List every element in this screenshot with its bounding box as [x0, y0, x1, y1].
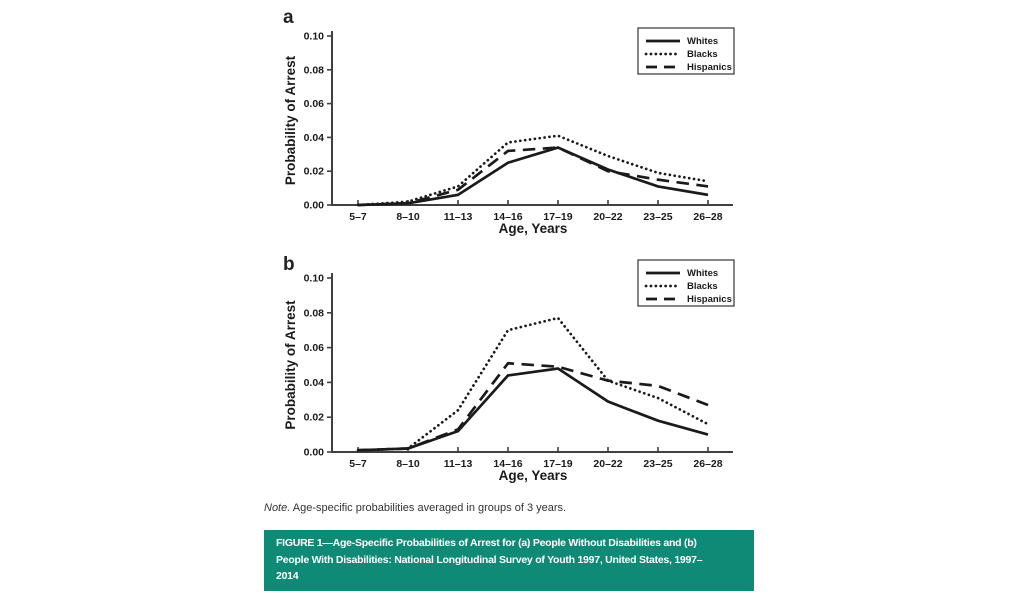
- y-tick-label: 0.04: [304, 377, 325, 389]
- series-line-hispanics: [357, 361, 709, 452]
- legend-label-hispanics: Hispanics: [687, 62, 732, 73]
- chart-panel-a: a 0.00 0.02 0.04 0.06 0.08 0.10 5–7 8–10 11–13 14–…: [283, 7, 735, 236]
- caption-line-2: People With Disabilities: National Longi…: [276, 553, 703, 566]
- y-tick-label: 0.00: [304, 200, 325, 212]
- y-tick-label: 0.04: [304, 132, 325, 144]
- series-line-whites: [357, 146, 709, 207]
- legend-label-whites: Whites: [687, 36, 718, 47]
- y-tick-label: 0.02: [304, 166, 325, 178]
- figure-caption-box: FIGURE 1—Age-Specific Probabilities of A…: [264, 530, 754, 591]
- legend-label-blacks: Blacks: [687, 281, 718, 292]
- series-line-blacks: [356, 134, 710, 207]
- note-label: Note.: [264, 502, 291, 514]
- figure-note: Note. Age-specific probabilities average…: [264, 502, 764, 514]
- x-axis-title: Age, Years: [499, 221, 568, 236]
- x-tick-label: 5–7: [349, 211, 367, 223]
- x-tick-label: 26–28: [693, 211, 722, 223]
- note-text: Age-specific probabilities averaged in g…: [292, 502, 567, 514]
- x-tick-label: 8–10: [396, 458, 420, 470]
- x-tick-label: 11–13: [444, 458, 473, 470]
- y-tick-label: 0.08: [304, 307, 325, 319]
- x-tick-label: 23–25: [643, 211, 672, 223]
- y-axis-title: Probability of Arrest: [283, 55, 298, 185]
- y-tick-label: 0.06: [304, 98, 325, 110]
- x-tick-label: 14–16: [493, 211, 522, 223]
- x-tick-label: 5–7: [349, 458, 367, 470]
- x-tick-label: 8–10: [396, 211, 420, 223]
- y-tick-label: 0.02: [304, 412, 325, 424]
- chart-panel-b: b 0.00 0.02 0.04 0.06 0.08 0.10 5–7 8–10 11–13 14–…: [283, 254, 735, 483]
- y-tick-label: 0.08: [304, 64, 325, 76]
- y-tick-label: 0.10: [304, 31, 325, 43]
- x-tick-label: 20–22: [593, 211, 622, 223]
- legend-label-hispanics: Hispanics: [687, 294, 732, 305]
- x-tick-label: 17–19: [543, 458, 572, 470]
- x-tick-label: 11–13: [444, 211, 473, 223]
- series-line-hispanics: [357, 146, 709, 207]
- series-line-whites: [357, 367, 709, 452]
- x-tick-label: 26–28: [693, 458, 722, 470]
- x-tick-label: 20–22: [593, 458, 622, 470]
- x-tick-label: 14–16: [493, 458, 522, 470]
- y-tick-label: 0.06: [304, 342, 325, 354]
- legend-label-whites: Whites: [687, 268, 718, 279]
- x-tick-label: 23–25: [643, 458, 672, 470]
- panel-label-a: a: [283, 7, 294, 28]
- legend-label-blacks: Blacks: [687, 49, 718, 60]
- y-tick-label: 0.10: [304, 273, 325, 285]
- x-tick-label: 17–19: [543, 211, 572, 223]
- x-axis-title: Age, Years: [499, 468, 568, 483]
- series-line-blacks: [356, 316, 710, 452]
- y-axis-title: Probability of Arrest: [283, 300, 298, 430]
- caption-line-1: FIGURE 1—Age-Specific Probabilities of A…: [276, 537, 697, 549]
- panel-label-b: b: [283, 254, 295, 275]
- y-tick-label: 0.00: [304, 447, 325, 459]
- caption-line-3: 2014: [276, 570, 299, 582]
